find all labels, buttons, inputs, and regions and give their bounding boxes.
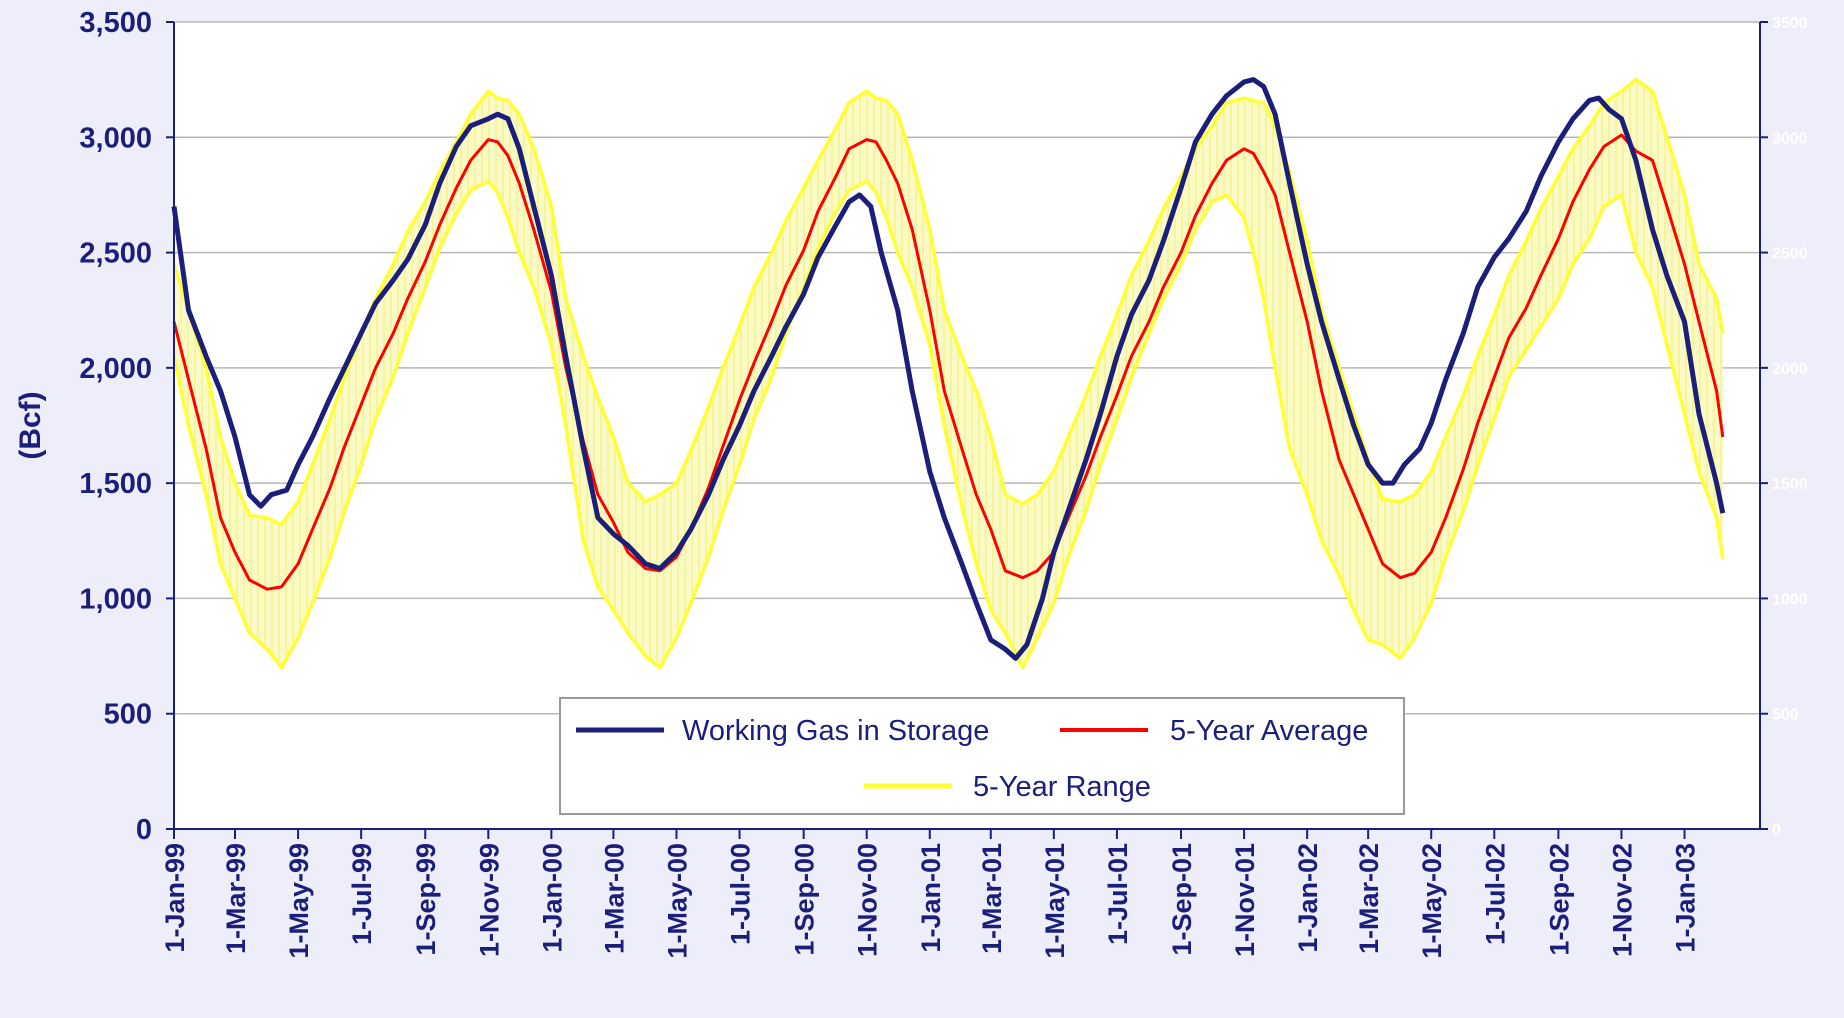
- x-tick-label: 1-Jan-99: [160, 843, 190, 953]
- x-tick-label: 1-May-00: [662, 843, 692, 959]
- y-tick-label-right: 1000: [1772, 591, 1808, 608]
- x-tick-label: 1-Jan-01: [916, 843, 946, 953]
- x-tick-label: 1-May-01: [1040, 843, 1070, 959]
- x-tick-label: 1-Mar-02: [1354, 843, 1384, 954]
- x-tick-label: 1-Jul-02: [1480, 843, 1510, 945]
- y-axis-left-ticks: 0 500 1,000 1,500 2,000 2,500 3,000 3,500: [79, 7, 174, 846]
- x-tick-label: 1-Nov-02: [1607, 843, 1637, 957]
- y-tick-label-left: 2,000: [79, 353, 152, 385]
- y-tick-label-left: 2,500: [79, 238, 152, 270]
- y-tick-label-left: 0: [136, 814, 152, 846]
- axes: [173, 22, 1761, 830]
- y-tick-label-right: 2000: [1772, 361, 1808, 378]
- y-tick-label-left: 3,000: [79, 122, 152, 154]
- x-tick-label: 1-May-02: [1417, 843, 1447, 959]
- y-tick-label-left: 1,000: [79, 583, 152, 615]
- x-tick-label: 1-Jan-00: [537, 843, 567, 953]
- series-lines: [171, 77, 1726, 661]
- legend-label-range: 5-Year Range: [973, 771, 1151, 803]
- y-tick-label-right: 3000: [1772, 130, 1808, 147]
- x-tick-label: 1-Jan-03: [1671, 843, 1701, 953]
- y-tick-label-right: 1500: [1772, 476, 1808, 493]
- y-tick-label-left: 3,500: [79, 7, 152, 39]
- legend-label-average: 5-Year Average: [1170, 715, 1368, 747]
- series-line-working-gas: [171, 77, 1726, 661]
- x-tick-label: 1-Mar-00: [599, 843, 629, 954]
- x-tick-label: 1-Jul-00: [726, 843, 756, 945]
- x-tick-label: 1-Jul-01: [1103, 843, 1133, 945]
- x-tick-label: 1-Sep-00: [790, 843, 820, 956]
- y-tick-label-left: 1,500: [79, 468, 152, 500]
- x-tick-label: 1-Nov-99: [474, 843, 504, 957]
- y-axis-right-ticks: 0 500 1000 1500 2000 2500 3000 3500: [1760, 15, 1808, 839]
- x-axis-ticks: 1-Jan-99 1-Mar-99 1-May-99 1-Jul-99 1-Sep-99…: [160, 829, 1701, 959]
- y-tick-label-right: 3500: [1772, 15, 1808, 32]
- x-tick-label: 1-Sep-99: [411, 843, 441, 956]
- series-line-5-year-average: [172, 133, 1725, 591]
- y-tick-label-right: 0: [1772, 822, 1781, 839]
- x-tick-label: 1-Sep-01: [1167, 843, 1197, 956]
- legend-label-working-gas: Working Gas in Storage: [682, 715, 989, 747]
- x-tick-label: 1-May-99: [284, 843, 314, 959]
- y-tick-label-left: 500: [104, 699, 152, 731]
- x-tick-label: 1-Mar-01: [977, 843, 1007, 954]
- y-tick-label-right: 2500: [1772, 246, 1808, 263]
- x-tick-label: 1-Jul-99: [347, 843, 377, 945]
- x-tick-label: 1-Nov-01: [1230, 843, 1260, 957]
- legend: Working Gas in Storage 5-Year Average 5-…: [559, 697, 1405, 815]
- range-lower-line: [172, 179, 1725, 670]
- x-tick-label: 1-Jan-02: [1293, 843, 1323, 953]
- y-axis-label: (Bcf): [14, 391, 47, 459]
- range-upper-line: [172, 77, 1725, 527]
- x-tick-label: 1-Sep-02: [1544, 843, 1574, 956]
- y-tick-label-right: 500: [1772, 707, 1799, 724]
- x-tick-label: 1-Nov-00: [853, 843, 883, 957]
- legend-box: [559, 697, 1405, 815]
- x-tick-label: 1-Mar-99: [221, 843, 251, 954]
